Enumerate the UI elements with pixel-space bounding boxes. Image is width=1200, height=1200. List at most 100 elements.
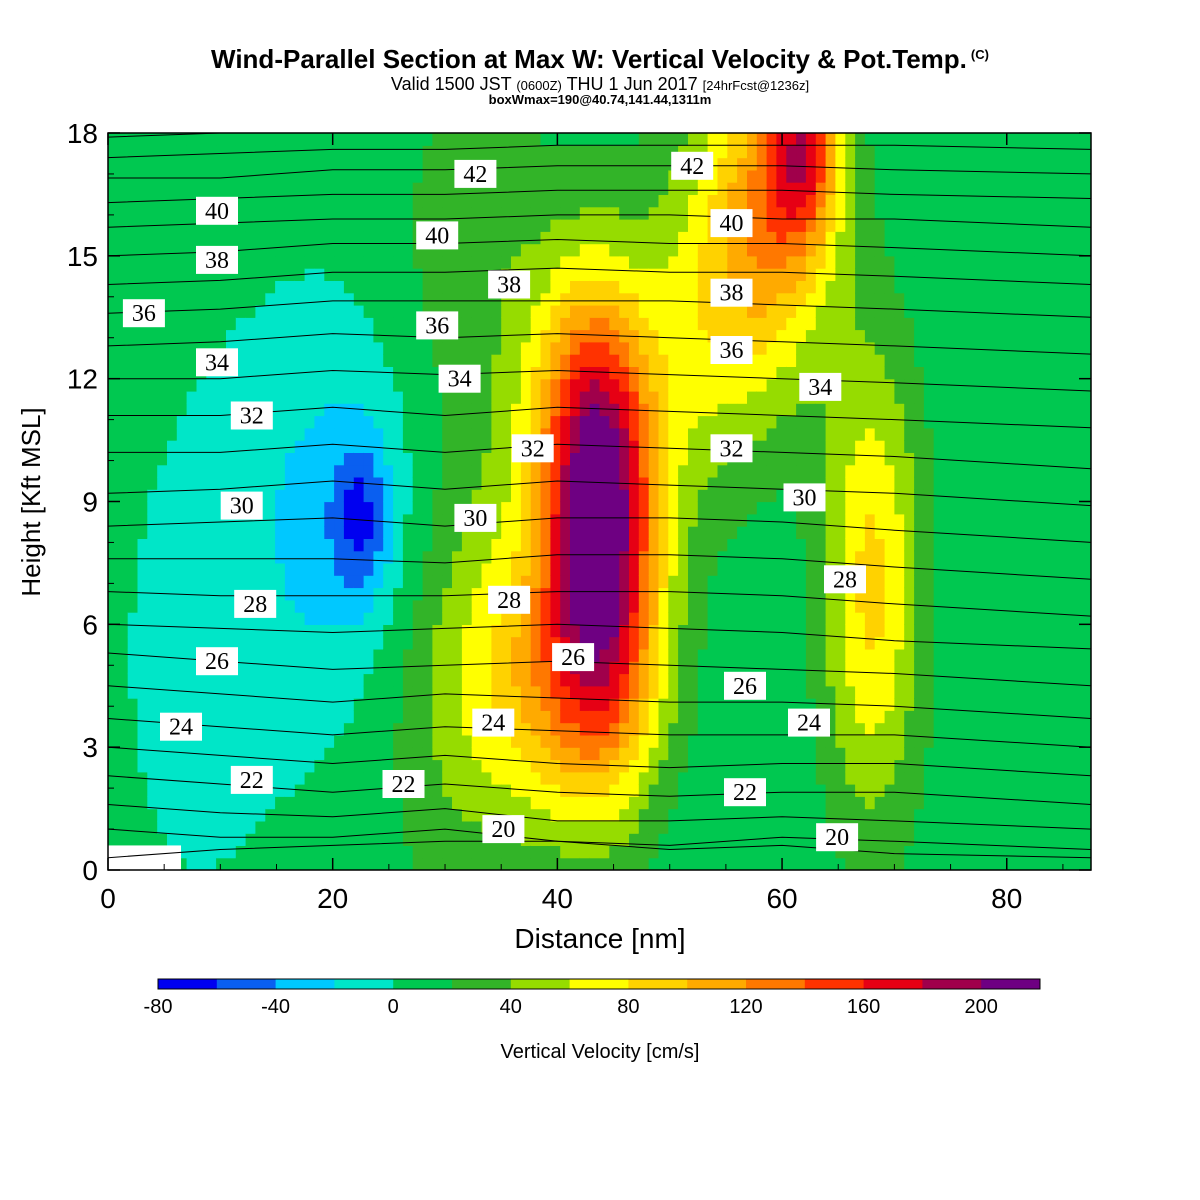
velocity-cell bbox=[540, 612, 551, 625]
velocity-cell bbox=[353, 452, 365, 466]
velocity-cell bbox=[343, 145, 355, 159]
velocity-cell bbox=[688, 550, 699, 564]
velocity-cell bbox=[353, 698, 365, 711]
velocity-cell bbox=[796, 206, 807, 220]
velocity-cell bbox=[334, 624, 345, 638]
velocity-cell bbox=[206, 317, 217, 331]
velocity-cell bbox=[255, 845, 266, 859]
velocity-cell bbox=[353, 280, 365, 294]
velocity-cell bbox=[304, 550, 315, 564]
velocity-cell bbox=[324, 648, 335, 662]
velocity-cell bbox=[461, 231, 473, 245]
velocity-cell bbox=[412, 157, 424, 171]
velocity-cell bbox=[363, 710, 374, 724]
velocity-cell bbox=[668, 808, 679, 822]
velocity-cell bbox=[629, 231, 640, 245]
velocity-cell bbox=[825, 513, 836, 527]
velocity-cell bbox=[393, 587, 404, 601]
velocity-cell bbox=[412, 452, 424, 466]
velocity-cell bbox=[727, 329, 738, 343]
velocity-cell bbox=[786, 341, 797, 355]
velocity-cell bbox=[275, 415, 286, 429]
velocity-cell bbox=[206, 182, 217, 195]
velocity-cell bbox=[471, 280, 483, 294]
velocity-cell bbox=[461, 280, 473, 294]
velocity-cell bbox=[127, 796, 139, 810]
velocity-cell bbox=[294, 636, 306, 650]
velocity-cell bbox=[186, 820, 197, 834]
velocity-cell bbox=[560, 231, 571, 245]
velocity-cell bbox=[432, 169, 443, 183]
velocity-cell bbox=[904, 698, 915, 711]
velocity-cell bbox=[530, 648, 542, 662]
velocity-cell bbox=[147, 415, 158, 429]
velocity-cell bbox=[108, 378, 119, 392]
velocity-cell bbox=[638, 354, 650, 367]
velocity-cell bbox=[589, 427, 601, 441]
velocity-cell bbox=[786, 661, 797, 675]
velocity-cell bbox=[864, 403, 876, 417]
velocity-cell bbox=[825, 734, 836, 748]
velocity-cell bbox=[343, 464, 355, 478]
velocity-cell bbox=[815, 526, 827, 539]
velocity-cell bbox=[275, 820, 286, 834]
velocity-cell bbox=[894, 771, 905, 785]
velocity-cell bbox=[658, 759, 669, 773]
velocity-cell bbox=[393, 722, 404, 736]
velocity-cell bbox=[894, 501, 905, 515]
velocity-cell bbox=[245, 747, 256, 761]
velocity-cell bbox=[422, 292, 433, 306]
velocity-cell bbox=[452, 624, 463, 638]
velocity-cell bbox=[167, 538, 178, 552]
velocity-cell bbox=[432, 255, 443, 269]
velocity-cell bbox=[422, 624, 433, 638]
velocity-cell bbox=[275, 255, 286, 269]
velocity-cell bbox=[314, 390, 325, 404]
velocity-cell bbox=[894, 734, 905, 748]
velocity-cell bbox=[805, 698, 817, 711]
velocity-cell bbox=[265, 427, 276, 441]
velocity-cell bbox=[373, 378, 384, 392]
velocity-cell bbox=[638, 513, 650, 527]
velocity-cell bbox=[363, 501, 374, 515]
velocity-cell bbox=[255, 317, 266, 331]
velocity-cell bbox=[432, 378, 443, 392]
velocity-cell bbox=[658, 476, 669, 490]
velocity-cell bbox=[304, 599, 315, 613]
velocity-cell bbox=[560, 857, 571, 870]
velocity-cell bbox=[393, 464, 404, 478]
velocity-cell bbox=[570, 784, 581, 797]
velocity-cell bbox=[747, 157, 758, 171]
velocity-cell bbox=[864, 710, 876, 724]
velocity-cell bbox=[373, 747, 384, 761]
velocity-cell bbox=[756, 513, 768, 527]
velocity-cell bbox=[619, 452, 630, 466]
velocity-cell bbox=[167, 219, 178, 232]
velocity-cell bbox=[766, 194, 777, 208]
velocity-cell bbox=[442, 354, 453, 367]
velocity-cell bbox=[550, 182, 561, 195]
velocity-cell bbox=[501, 648, 512, 662]
velocity-cell bbox=[786, 747, 797, 761]
velocity-cell bbox=[884, 808, 895, 822]
velocity-cell bbox=[904, 476, 915, 490]
velocity-cell bbox=[629, 771, 640, 785]
velocity-cell bbox=[137, 722, 148, 736]
velocity-cell bbox=[393, 624, 404, 638]
velocity-cell bbox=[884, 587, 895, 601]
velocity-cell bbox=[629, 526, 640, 539]
velocity-cell bbox=[520, 231, 532, 245]
velocity-cell bbox=[127, 771, 139, 785]
velocity-cell bbox=[196, 452, 207, 466]
velocity-cell bbox=[835, 366, 846, 380]
velocity-cell bbox=[334, 833, 345, 846]
velocity-cell bbox=[579, 133, 591, 146]
velocity-cell bbox=[678, 784, 689, 797]
velocity-cell bbox=[884, 255, 895, 269]
velocity-cell bbox=[373, 292, 384, 306]
velocity-cell bbox=[334, 612, 345, 625]
velocity-cell bbox=[108, 206, 119, 220]
velocity-cell bbox=[393, 747, 404, 761]
velocity-cell bbox=[265, 857, 276, 870]
velocity-cell bbox=[776, 145, 787, 159]
